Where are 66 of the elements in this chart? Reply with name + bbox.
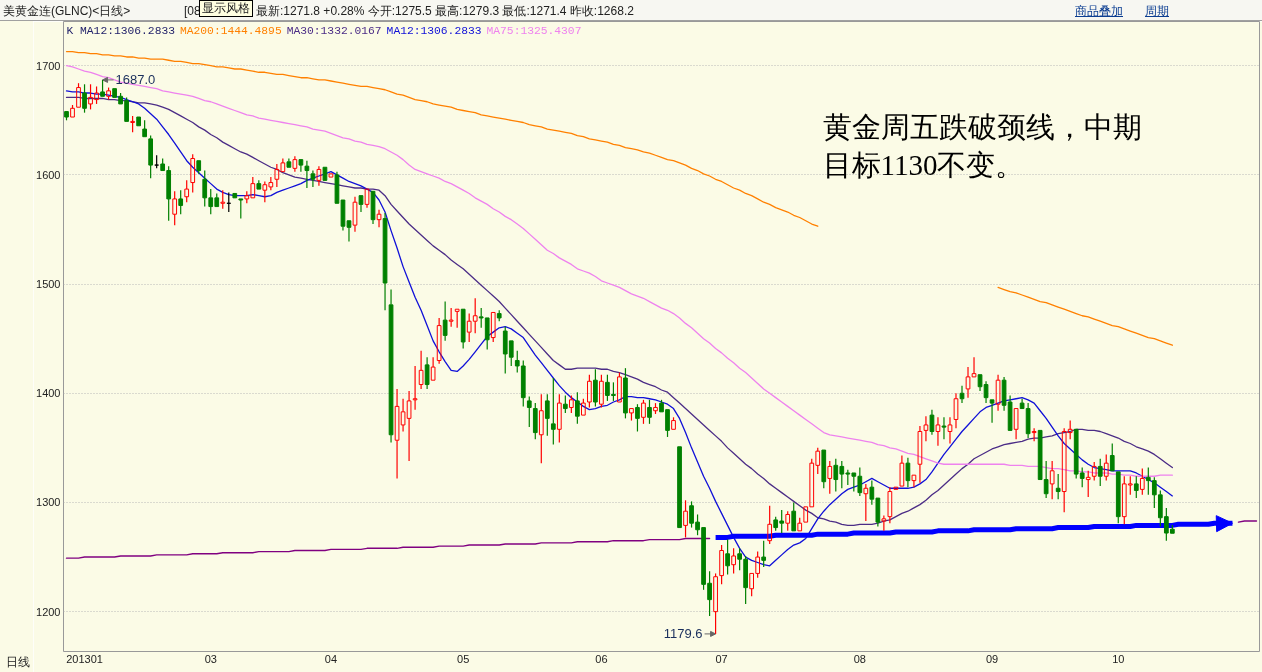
- candlestick: [316, 165, 322, 187]
- text: 周期: [1145, 3, 1169, 20]
- x-tick-label: 03: [204, 652, 217, 665]
- text: 显示风格: [199, 0, 253, 17]
- candlestick: [382, 212, 388, 311]
- candlestick: [899, 454, 905, 487]
- candlestick: [959, 385, 965, 404]
- candlestick: [388, 288, 394, 444]
- x-tick-label: 06: [595, 652, 608, 665]
- text: MA75:1325.4307: [486, 24, 582, 37]
- text: MA12:1306.2833: [386, 24, 482, 37]
- candlestick: [442, 300, 448, 342]
- x-axis-title: 日线: [6, 654, 30, 671]
- candlestick: [310, 169, 316, 188]
- candlestick: [887, 486, 893, 524]
- candlestick: [911, 474, 917, 488]
- candlestick: [923, 415, 929, 442]
- x-tick-label: 201301: [66, 652, 103, 665]
- candlestick: [448, 307, 454, 328]
- annotation: 黄金周五跌破颈线，中期目标1130不变。: [822, 110, 1142, 181]
- candlestick: [881, 514, 887, 532]
- y-tick-label: 1200: [36, 605, 61, 618]
- annotation: 1179.6: [663, 626, 703, 642]
- candlestick: [905, 457, 911, 488]
- chart-subtitle: 最新:1271.8 +0.28% 今开:1275.5 最高:1279.3 最低:1271.4 昨收:1268.2: [256, 3, 634, 20]
- candlestick: [947, 416, 953, 445]
- candlestick: [791, 501, 797, 532]
- y-tick-label: 1600: [36, 168, 61, 181]
- text: 商品叠加: [1075, 3, 1123, 20]
- candlestick: [136, 116, 141, 127]
- candlestick: [238, 198, 244, 220]
- candlestick: [370, 190, 376, 225]
- annotation: K MA12:1306.2833: [66, 24, 176, 37]
- candlestick: [436, 317, 442, 365]
- x-tick-label: 04: [324, 652, 338, 665]
- candlestick: [424, 356, 430, 390]
- text: MA200:1444.4895: [179, 24, 282, 37]
- x-tick-label: 10: [1112, 652, 1125, 665]
- candlestick: [232, 192, 238, 199]
- y-tick-label: 1300: [36, 496, 61, 509]
- y-tick-label: 1700: [36, 59, 61, 72]
- candlestick: [322, 166, 328, 181]
- candlestick: [929, 409, 935, 436]
- candlestick: [1031, 427, 1037, 442]
- x-tick-label: 05: [457, 652, 470, 665]
- candlestick: [292, 155, 298, 173]
- candlestick: [304, 160, 310, 189]
- candlestick: [917, 425, 923, 484]
- candlestick: [418, 350, 424, 390]
- x-tick-label: 07: [715, 652, 728, 665]
- candlestick: [935, 416, 941, 447]
- y-tick-label: 1500: [36, 278, 61, 291]
- candlestick: [941, 416, 947, 440]
- candlestick: [953, 392, 959, 429]
- candlestick: [298, 159, 304, 173]
- candlestick: [677, 446, 682, 529]
- candlestick: [995, 374, 1001, 412]
- y-tick-label: 1400: [36, 387, 61, 400]
- text: MA30:1332.0167: [286, 24, 382, 37]
- candlestick: [352, 196, 358, 233]
- candlestick: [376, 209, 382, 228]
- x-tick-label: 09: [985, 652, 999, 665]
- candlestick: [412, 365, 418, 411]
- chart-title: 美黄金连(GLNC)<日线>: [3, 3, 131, 20]
- annotation: 1687.0: [115, 72, 156, 88]
- x-tick-label: 08: [853, 652, 866, 665]
